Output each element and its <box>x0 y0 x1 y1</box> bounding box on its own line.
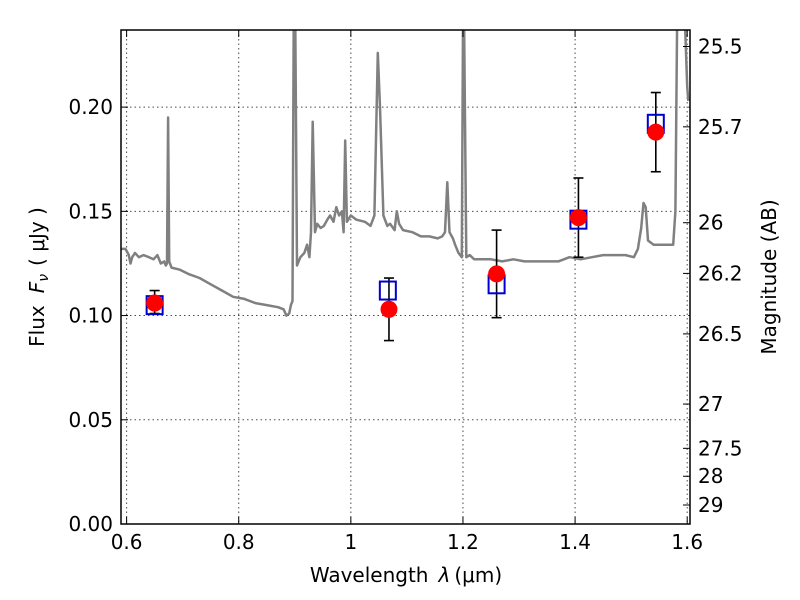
y-tick-label: 0.15 <box>68 199 113 223</box>
plot-data <box>121 30 690 342</box>
y2-tick-label: 25.7 <box>698 115 743 139</box>
y-axis-title-unit: ( μJy ) <box>25 207 49 266</box>
y2-axis-title: Magnitude (AB) <box>757 199 781 354</box>
observed-point-marker <box>647 123 665 141</box>
y2-tick-label: 26.2 <box>698 261 743 285</box>
x-axis-title-symbol: λ <box>438 563 451 587</box>
observed-point-marker <box>146 294 164 312</box>
y2-tick-label: 26 <box>698 211 723 235</box>
x-axis-title: Wavelength λ (μm) <box>310 563 502 587</box>
y-tick-label: 0.20 <box>68 95 113 119</box>
x-tick-label: 0.8 <box>223 530 255 554</box>
y-axis-title-symbol: F <box>25 281 49 293</box>
x-axis-title-text: Wavelength <box>310 563 429 587</box>
y-axis-title-text: Flux <box>25 305 49 347</box>
y-tick-label: 0.10 <box>68 304 113 328</box>
x-tick-label: 0.6 <box>111 530 143 554</box>
y2-tick-label: 25.5 <box>698 34 743 58</box>
x-axis-title-unit: (μm) <box>454 563 502 587</box>
x-tick-label: 1.4 <box>559 530 591 554</box>
y2-tick-label: 28 <box>698 464 723 488</box>
x-tick-label: 1.2 <box>447 530 479 554</box>
axis-ticks: 0.6 0.8 1 1.2 1.4 1.6 0.00 0.05 0.10 0.15 0.20 25.5… <box>68 30 743 554</box>
y2-tick-label: 26.5 <box>698 322 743 346</box>
y-tick-label: 0.05 <box>68 408 113 432</box>
observed-point-marker <box>569 209 587 227</box>
spectrum-line <box>121 30 690 317</box>
y2-tick-label: 29 <box>698 493 723 517</box>
x-tick-label: 1 <box>344 530 357 554</box>
grid-lines <box>121 30 690 525</box>
y2-tick-label: 27 <box>698 392 723 416</box>
y-axis-title-subscript: ν <box>36 274 52 282</box>
x-tick-label: 1.6 <box>671 530 703 554</box>
y2-tick-label: 27.5 <box>698 436 743 460</box>
plot-frame <box>120 29 691 525</box>
y-tick-label: 0.00 <box>68 512 113 536</box>
observed-point-marker <box>380 300 398 318</box>
y-axis-title: Flux Fν ( μJy ) <box>25 207 52 347</box>
model-square-marker <box>378 280 397 301</box>
observed-point-marker <box>488 265 506 283</box>
